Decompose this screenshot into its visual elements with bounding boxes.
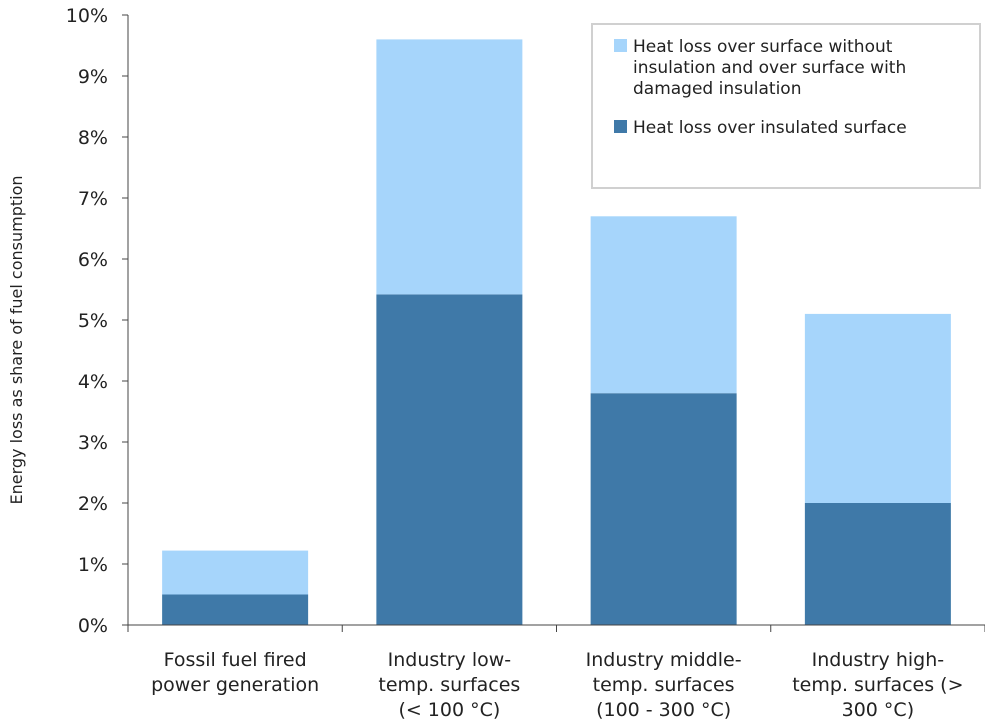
bar-insulated-segment: [804, 503, 951, 625]
y-tick-label: 8%: [78, 127, 108, 149]
y-axis-title: Energy loss as share of fuel consumption: [7, 175, 26, 504]
bar-insulated-segment: [590, 393, 737, 625]
y-tick-label: 2%: [78, 493, 108, 515]
bar-insulated-segment: [376, 294, 523, 625]
bar-uninsulated-segment: [162, 550, 309, 595]
legend-label-uninsulated: Heat loss over surface without insulation…: [633, 37, 906, 99]
legend: Heat loss over surface without insulation…: [591, 23, 981, 189]
y-tick-label: 9%: [78, 66, 108, 88]
legend-box: [591, 23, 981, 189]
bar-uninsulated-segment: [376, 39, 523, 295]
x-category-label: Industry middle-temp. surfaces (100 - 300…: [586, 649, 742, 721]
bars-layer: [162, 39, 951, 625]
y-tick-label: 0%: [78, 615, 108, 637]
y-tick-label: 4%: [78, 371, 108, 393]
y-tick-label: 5%: [78, 310, 108, 332]
x-category-label: Industry low-temp. surfaces (< 100 °C): [378, 649, 520, 721]
y-tick-label: 1%: [78, 554, 108, 576]
y-tick-label: 3%: [78, 432, 108, 454]
y-tick-label: 6%: [78, 249, 108, 271]
legend-swatch-uninsulated: [614, 39, 627, 52]
x-axis-categories: Fossil fuel fired power generation Industr…: [151, 649, 963, 721]
bar-uninsulated-segment: [804, 313, 951, 503]
legend-swatch-insulated: [614, 120, 627, 133]
x-category-label: Industry high-temp. surfaces (> 300 °C): [792, 649, 963, 721]
bar-insulated-segment: [162, 594, 309, 625]
bar-uninsulated-segment: [590, 216, 737, 394]
y-tick-label: 7%: [78, 188, 108, 210]
y-axis-ticks: 0% 1% 2% 3% 4% 5% 6% 7% 8% 9% 10%: [66, 5, 128, 637]
legend-label-insulated: Heat loss over insulated surface: [633, 118, 907, 138]
x-category-label: Fossil fuel fired power generation: [151, 649, 319, 696]
y-tick-label: 10%: [66, 5, 108, 27]
